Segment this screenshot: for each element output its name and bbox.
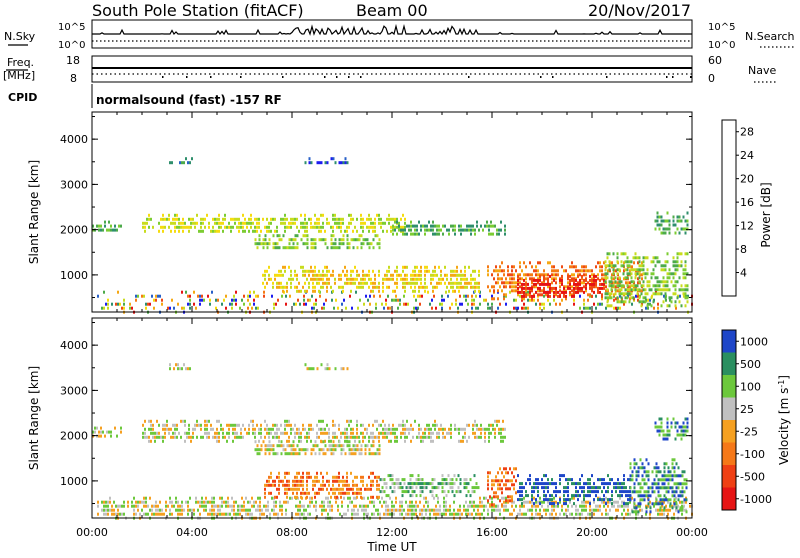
date-title: 20/Nov/2017 (588, 1, 691, 20)
velocity-cbar-swatch-5 (722, 442, 736, 466)
power-ytick-0: 1000 (60, 269, 88, 282)
velocity-region-6 (487, 467, 517, 507)
power-ytick-3: 4000 (60, 133, 88, 146)
power-cbar-tick-6: 28 (740, 126, 754, 139)
velocity-heatmap (92, 363, 693, 520)
power-region-1 (92, 220, 122, 232)
power-ylabel: Slant Range [km] (27, 160, 41, 264)
power-cbar-tick-1: 8 (740, 243, 747, 256)
velocity-region-3 (254, 440, 381, 456)
nsky-label: N.Sky (4, 30, 36, 43)
power-region-11 (654, 211, 689, 235)
velocity-cbar-swatch-1 (722, 352, 736, 376)
velocity-region-11 (654, 417, 689, 441)
nsearch-tick-low: 10^0 (708, 40, 735, 51)
power-region-7 (517, 274, 605, 298)
x-tick-1: 04:00 (176, 526, 208, 539)
x-tick-4: 16:00 (476, 526, 508, 539)
velocity-cbar-tick-5: -100 (740, 448, 765, 461)
nave-tick-low: 0 (708, 72, 715, 85)
velocity-region-10 (304, 363, 349, 371)
power-heatmap (92, 157, 693, 314)
power-region-5 (262, 265, 480, 293)
power-region-9 (169, 157, 193, 165)
station-title: South Pole Station (fitACF) (92, 1, 304, 20)
beam-title: Beam 00 (356, 1, 428, 20)
freq-units: [MHz] (3, 69, 35, 82)
power-ytick-1: 2000 (60, 224, 88, 237)
power-cbar-tick-2: 12 (740, 220, 754, 233)
velocity-cbar-swatch-0 (722, 330, 736, 353)
power-cbar-tick-3: 16 (740, 196, 754, 209)
velocity-panel (92, 318, 692, 518)
nsky-trace (92, 23, 692, 42)
power-colorbar: 4 8 12 16 20 24 28 (721, 119, 754, 297)
x-tick-5: 20:00 (576, 526, 608, 539)
power-cbar-tick-4: 20 (740, 173, 754, 186)
nsearch-label: N.Search (745, 30, 795, 43)
power-ytick-2: 3000 (60, 178, 88, 191)
velocity-ytick-2: 3000 (60, 384, 88, 397)
cpid-label: CPID (8, 91, 37, 104)
x-tick-2: 08:00 (276, 526, 308, 539)
freq-trace (92, 67, 692, 78)
x-tick-0: 00:00 (76, 526, 108, 539)
velocity-cbar-tick-0: 1000 (740, 335, 768, 348)
power-region-3 (254, 234, 381, 250)
x-tick-6: 00:00 (676, 526, 708, 539)
power-cbar-tick-0: 4 (740, 267, 747, 280)
power-cbar-tick-5: 24 (740, 149, 754, 162)
velocity-region-4 (264, 471, 380, 499)
velocity-cbar-swatch-6 (722, 465, 736, 488)
nsky-tick-high: 10^5 (58, 22, 85, 33)
power-cbar-label: Power [dB] (759, 182, 773, 247)
velocity-cbar-label: Velocity [m s-1] (777, 375, 792, 465)
velocity-cbar-tick-6: -500 (740, 470, 765, 483)
cpid-text: normalsound (fast) -157 RF (96, 93, 282, 107)
velocity-cbar-tick-3: 25 (740, 403, 754, 416)
velocity-cbar-swatch-4 (722, 420, 736, 443)
freq-tick-low: 8 (70, 72, 77, 85)
nave-tick-high: 60 (708, 54, 722, 67)
nave-label: Nave (748, 64, 776, 77)
velocity-ytick-3: 4000 (60, 339, 88, 352)
velocity-cbar-tick-7: -1000 (740, 493, 772, 506)
x-axis-label: Time UT (366, 540, 417, 554)
velocity-region-9 (169, 363, 191, 371)
power-region-10 (304, 157, 349, 165)
velocity-cbar-swatch-3 (722, 397, 736, 421)
power-panel (92, 112, 692, 312)
power-region-4 (392, 220, 506, 236)
velocity-cbar-swatch-2 (722, 375, 736, 398)
velocity-ytick-0: 1000 (60, 475, 88, 488)
velocity-region-1 (92, 426, 122, 438)
velocity-cbar-tick-2: 100 (740, 380, 761, 393)
nsearch-tick-high: 10^5 (708, 22, 735, 33)
velocity-colorbar: 1000 500 100 25 -25 -100 -500 -1000 (721, 329, 772, 511)
power-region-8 (604, 252, 689, 308)
freq-label: Freq. (7, 56, 34, 69)
velocity-region-5 (379, 474, 480, 498)
x-tick-3: 12:00 (376, 526, 408, 539)
freq-tick-high: 18 (66, 54, 80, 67)
velocity-ylabel: Slant Range [km] (27, 366, 41, 470)
velocity-cbar-tick-1: 500 (740, 358, 761, 371)
velocity-ytick-1: 2000 (60, 430, 88, 443)
velocity-region-8 (629, 458, 688, 514)
velocity-cbar-swatch-7 (722, 487, 736, 511)
nsky-tick-low: 10^0 (58, 40, 85, 51)
velocity-cbar-tick-4: -25 (740, 425, 758, 438)
velocity-region-2 (142, 419, 506, 443)
